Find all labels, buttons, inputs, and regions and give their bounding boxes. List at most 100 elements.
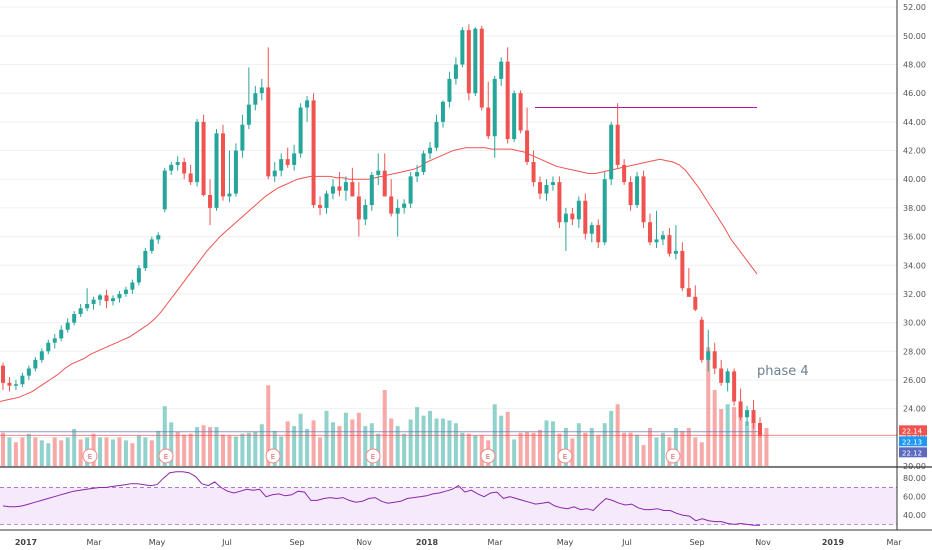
candle-body	[72, 314, 77, 323]
candle	[557, 176, 562, 228]
candle	[369, 172, 374, 211]
candle-body	[0, 365, 6, 383]
candle	[479, 25, 484, 111]
candle	[253, 86, 258, 111]
time-tick-label: May	[557, 538, 574, 547]
price-tick-label: 46.00	[903, 89, 926, 98]
rsi-band	[0, 487, 897, 525]
volume-bar	[272, 430, 277, 466]
candle	[130, 279, 135, 294]
candle	[13, 379, 18, 391]
candle-body	[162, 170, 167, 210]
candle	[259, 78, 264, 101]
candle-body	[318, 205, 323, 208]
volume-bar	[266, 385, 271, 466]
candle	[227, 150, 232, 203]
volume-bar	[557, 433, 562, 466]
candle-body	[447, 78, 452, 102]
earnings-marker: E	[365, 448, 381, 464]
volume-bar	[292, 426, 297, 466]
volume-bar	[408, 419, 413, 466]
candle	[505, 47, 510, 144]
volume-bar	[39, 440, 44, 466]
candle	[85, 288, 90, 312]
candle	[563, 207, 568, 251]
time-tick-label: Mar	[86, 538, 102, 547]
candle	[622, 159, 627, 185]
candle-body	[266, 87, 271, 177]
candle	[298, 103, 303, 158]
volume-bar	[117, 437, 122, 466]
volume-bar	[356, 412, 361, 466]
volume-bar	[505, 411, 510, 466]
candle	[182, 157, 187, 180]
volume-bar	[764, 428, 769, 466]
time-tick-label: Mar	[886, 538, 902, 547]
candle-body	[123, 289, 128, 294]
rsi-tick-label: 40.00	[903, 511, 926, 520]
candle-body	[220, 133, 225, 197]
volume-bar	[0, 432, 6, 466]
volume-bar	[169, 422, 174, 466]
candle-body	[182, 162, 187, 174]
candle	[318, 196, 323, 216]
candle-body	[376, 170, 381, 175]
candle-body	[557, 182, 562, 223]
candle	[589, 222, 594, 243]
candle-body	[46, 342, 51, 352]
volume-bar	[466, 433, 471, 466]
volume-bar	[227, 435, 232, 466]
earnings-marker-circle	[158, 448, 174, 464]
volume-bar	[525, 431, 530, 466]
candle-body	[641, 176, 646, 223]
candle	[214, 129, 219, 211]
volume-bar	[473, 435, 478, 466]
candle	[699, 316, 704, 363]
earnings-marker: E	[265, 448, 281, 464]
candle	[583, 193, 588, 240]
candle	[91, 296, 96, 310]
candle	[415, 164, 420, 183]
candle	[117, 291, 122, 303]
time-tick-label: Jul	[221, 538, 232, 547]
earnings-marker-circle	[265, 448, 281, 464]
volume-bar	[98, 437, 103, 466]
time-axis[interactable]: 2017 Mar May Jul Sep Nov 2018 Mar May Jul Sep Nov 20…	[0, 529, 932, 547]
candle-body	[343, 182, 348, 191]
candle	[725, 368, 730, 392]
candle	[447, 71, 452, 108]
candle-body	[26, 368, 31, 376]
candle-body	[169, 164, 174, 171]
candle	[453, 57, 458, 85]
volume-bar	[693, 437, 698, 466]
candle	[706, 329, 711, 372]
candle-body	[686, 288, 691, 297]
price-tick-label: 32.00	[903, 290, 926, 299]
price-axis[interactable]: 52.00 50.00 48.00 46.00 44.00 42.00 40.00 38.00…	[896, 0, 932, 550]
candle	[156, 232, 161, 244]
price-label-bg	[899, 425, 927, 436]
candle	[98, 293, 103, 306]
volume-bar	[544, 420, 549, 466]
candle	[162, 167, 167, 213]
candle	[570, 207, 575, 226]
candle	[738, 388, 743, 421]
candle-body	[389, 196, 394, 214]
volume-bar	[59, 440, 64, 466]
candle-body	[208, 195, 213, 208]
candle	[201, 114, 206, 197]
candle-body	[434, 121, 439, 148]
candle	[78, 303, 83, 317]
candle	[550, 176, 555, 191]
volume-bar	[214, 427, 219, 466]
candle	[240, 114, 245, 158]
price-label: 22.14	[899, 425, 927, 436]
price-label: 22.12	[899, 447, 927, 458]
volume-bar	[538, 429, 543, 466]
candle	[350, 167, 355, 197]
candle	[473, 27, 478, 97]
candle	[440, 100, 445, 128]
volume-bar	[13, 442, 18, 466]
price-tick-label: 34.00	[903, 261, 926, 270]
